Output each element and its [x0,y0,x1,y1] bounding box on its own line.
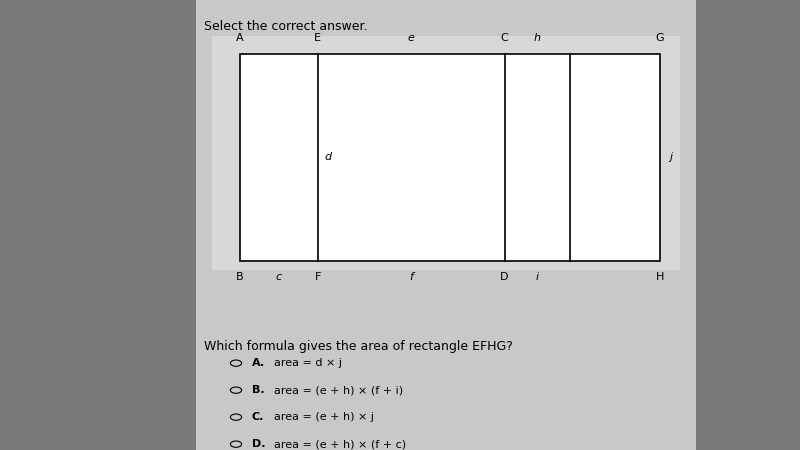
Text: area = (e + h) × (f + c): area = (e + h) × (f + c) [274,439,406,449]
Text: area = (e + h) × (f + i): area = (e + h) × (f + i) [274,385,403,395]
Bar [196,0,696,450]
Text: j: j [670,153,673,162]
Text: i: i [535,272,538,282]
Text: C: C [501,33,509,43]
Text: Select the correct answer.: Select the correct answer. [204,20,367,33]
Text: area = (e + h) × j: area = (e + h) × j [274,412,374,422]
Text: h: h [534,33,541,43]
Text: A.: A. [252,358,265,368]
Text: G: G [656,33,664,43]
Text: F: F [314,272,321,282]
Bar [212,36,680,270]
Text: f: f [410,272,413,282]
Text: B.: B. [252,385,265,395]
Text: E: E [314,33,321,43]
Text: e: e [408,33,414,43]
Text: C.: C. [252,412,264,422]
Bar [240,54,660,261]
Text: B: B [236,272,244,282]
Text: area = d × j: area = d × j [274,358,342,368]
Text: H: H [656,272,664,282]
Text: d: d [324,153,331,162]
Text: Which formula gives the area of rectangle EFHG?: Which formula gives the area of rectangl… [204,340,513,353]
Text: D: D [500,272,509,282]
Text: A: A [236,33,244,43]
Text: D.: D. [252,439,266,449]
Text: c: c [276,272,282,282]
